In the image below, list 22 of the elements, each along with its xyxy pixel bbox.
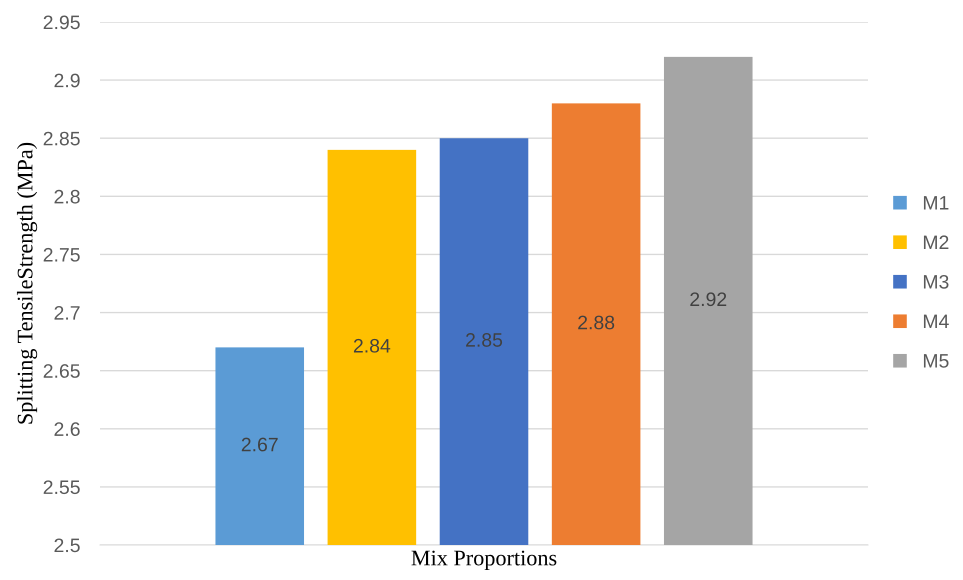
y-tick-label: 2.7 — [54, 306, 80, 320]
y-tick-label: 2.9 — [54, 74, 80, 88]
data-label: 2.88 — [578, 316, 614, 330]
legend-label: M2 — [924, 235, 948, 250]
y-tick-label: 2.95 — [44, 15, 80, 30]
y-tick-label: 2.5 — [54, 538, 80, 552]
y-tick-label: 2.75 — [44, 248, 80, 262]
legend-label: M1 — [924, 196, 948, 210]
data-label: 2.84 — [354, 338, 390, 353]
data-label: 2.85 — [466, 333, 502, 347]
y-tick-label: 2.85 — [44, 132, 80, 146]
legend-label: M3 — [924, 274, 949, 289]
legend-label: M5 — [924, 354, 949, 368]
data-label: 2.92 — [690, 292, 726, 306]
y-tick-label: 2.65 — [44, 364, 80, 378]
y-tick-label: 2.55 — [44, 480, 80, 494]
legend-label: M4 — [924, 314, 949, 328]
y-tick-label: 2.6 — [54, 422, 80, 436]
x-axis-title: Mix Proportions — [411, 550, 556, 570]
y-tick-label: 2.8 — [54, 190, 80, 204]
y-axis-title: Splitting TensileStrength (MPa) — [16, 142, 38, 424]
data-label: 2.67 — [242, 438, 278, 452]
